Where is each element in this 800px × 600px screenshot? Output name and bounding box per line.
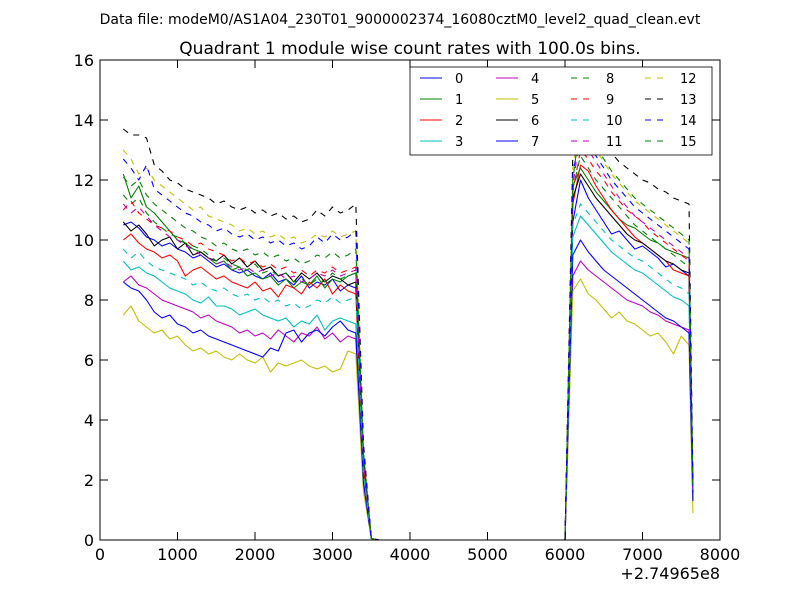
x-tick-label: 2000 — [235, 545, 276, 564]
legend-label-13: 13 — [680, 93, 697, 108]
legend-entry-2: 2 — [420, 114, 463, 129]
series-line-14 — [122, 131, 694, 540]
legend-label-15: 15 — [680, 135, 697, 150]
x-tick-label: 0 — [95, 545, 105, 564]
legend-entry-1: 1 — [420, 93, 463, 108]
series-line-1 — [122, 167, 694, 540]
series-lines — [122, 113, 694, 540]
series-line-6 — [122, 173, 694, 540]
x-tick-label: 8000 — [700, 545, 741, 564]
y-tick-label: 2 — [84, 471, 94, 490]
legend-entry-6: 6 — [496, 114, 539, 129]
x-tick-label: 7000 — [622, 545, 663, 564]
legend-label-5: 5 — [531, 93, 539, 108]
legend-entry-13: 13 — [645, 93, 697, 108]
legend-entry-3: 3 — [420, 135, 463, 150]
legend-label-12: 12 — [680, 72, 697, 87]
series-line-13 — [122, 113, 694, 540]
x-axis: 0 1000 2000 3000 4000 5000 6000 7000 8000 — [95, 60, 740, 564]
series-line-5 — [122, 278, 694, 540]
legend-entry-12: 12 — [645, 72, 697, 87]
x-tick-label: 1000 — [157, 545, 198, 564]
series-line-3 — [122, 215, 694, 540]
series-line-12 — [122, 122, 694, 540]
legend-label-1: 1 — [455, 93, 463, 108]
legend-label-10: 10 — [606, 114, 623, 129]
legend-label-3: 3 — [455, 135, 463, 150]
series-line-7 — [122, 239, 694, 540]
legend-label-0: 0 — [455, 72, 463, 87]
y-tick-label: 0 — [84, 531, 94, 550]
legend-entry-14: 14 — [645, 114, 697, 129]
legend-label-7: 7 — [531, 135, 539, 150]
legend-label-9: 9 — [606, 93, 614, 108]
y-tick-label: 4 — [84, 411, 94, 430]
legend-label-11: 11 — [606, 135, 623, 150]
legend-entry-11: 11 — [571, 135, 623, 150]
series-line-9 — [122, 149, 694, 540]
series-line-10 — [122, 203, 694, 540]
y-tick-label: 14 — [74, 111, 94, 130]
x-axis-offset-label: +2.74965e8 — [620, 564, 720, 583]
y-tick-label: 12 — [74, 171, 94, 190]
x-tick-label: 4000 — [390, 545, 431, 564]
legend-entry-0: 0 — [420, 72, 463, 87]
legend-label-2: 2 — [455, 114, 463, 129]
legend-entry-8: 8 — [571, 72, 614, 87]
series-line-11 — [122, 131, 694, 540]
legend-entry-9: 9 — [571, 93, 614, 108]
legend-entry-5: 5 — [496, 93, 539, 108]
legend-entry-4: 4 — [496, 72, 539, 87]
y-tick-label: 10 — [74, 231, 94, 250]
chart-title: Quadrant 1 module wise count rates with … — [179, 39, 640, 59]
y-tick-label: 6 — [84, 351, 94, 370]
x-tick-label: 5000 — [467, 545, 508, 564]
legend-entry-7: 7 — [496, 135, 539, 150]
legend-box — [409, 66, 713, 156]
legend-label-14: 14 — [680, 114, 697, 129]
legend-label-4: 4 — [531, 72, 539, 87]
legend-entry-10: 10 — [571, 114, 623, 129]
series-line-2 — [122, 164, 694, 540]
legend-entry-15: 15 — [645, 135, 697, 150]
legend-label-8: 8 — [606, 72, 614, 87]
legend-label-6: 6 — [531, 114, 539, 129]
y-tick-label: 16 — [74, 51, 94, 70]
y-tick-label: 8 — [84, 291, 94, 310]
x-tick-label: 6000 — [545, 545, 586, 564]
figure-suptitle: Data file: modeM0/AS1A04_230T01_90000023… — [100, 12, 701, 28]
x-tick-label: 3000 — [312, 545, 353, 564]
